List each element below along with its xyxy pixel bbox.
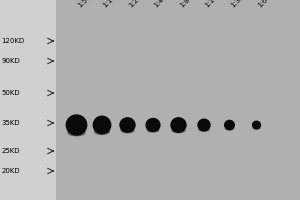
Ellipse shape [93, 116, 111, 134]
Text: 50KD: 50KD [2, 90, 20, 96]
Ellipse shape [225, 127, 234, 130]
Text: 1:6400000: 1:6400000 [256, 0, 288, 8]
Text: 1:800000: 1:800000 [178, 0, 207, 8]
Ellipse shape [253, 127, 260, 129]
Text: 1:400000: 1:400000 [153, 0, 181, 8]
Text: 1:200000: 1:200000 [128, 0, 156, 8]
Ellipse shape [120, 118, 135, 132]
Text: 90KD: 90KD [2, 58, 20, 64]
Ellipse shape [199, 128, 209, 131]
Ellipse shape [171, 118, 186, 132]
Ellipse shape [146, 118, 160, 132]
Text: 1:3200000: 1:3200000 [230, 0, 261, 8]
Ellipse shape [147, 128, 159, 132]
Text: 1:1600000: 1:1600000 [204, 0, 236, 8]
Bar [0, 0, 56, 200]
Ellipse shape [198, 119, 210, 131]
Text: 1:100000: 1:100000 [102, 0, 130, 8]
Text: 120KD: 120KD [2, 38, 25, 44]
Text: 1:50000: 1:50000 [76, 0, 101, 8]
Ellipse shape [253, 121, 260, 129]
Text: 25KD: 25KD [2, 148, 20, 154]
Ellipse shape [66, 115, 87, 135]
Ellipse shape [94, 129, 110, 135]
Text: 20KD: 20KD [2, 168, 20, 174]
Ellipse shape [225, 120, 234, 130]
Ellipse shape [68, 129, 85, 136]
Ellipse shape [172, 128, 185, 133]
Ellipse shape [121, 128, 134, 133]
Text: 35KD: 35KD [2, 120, 20, 126]
